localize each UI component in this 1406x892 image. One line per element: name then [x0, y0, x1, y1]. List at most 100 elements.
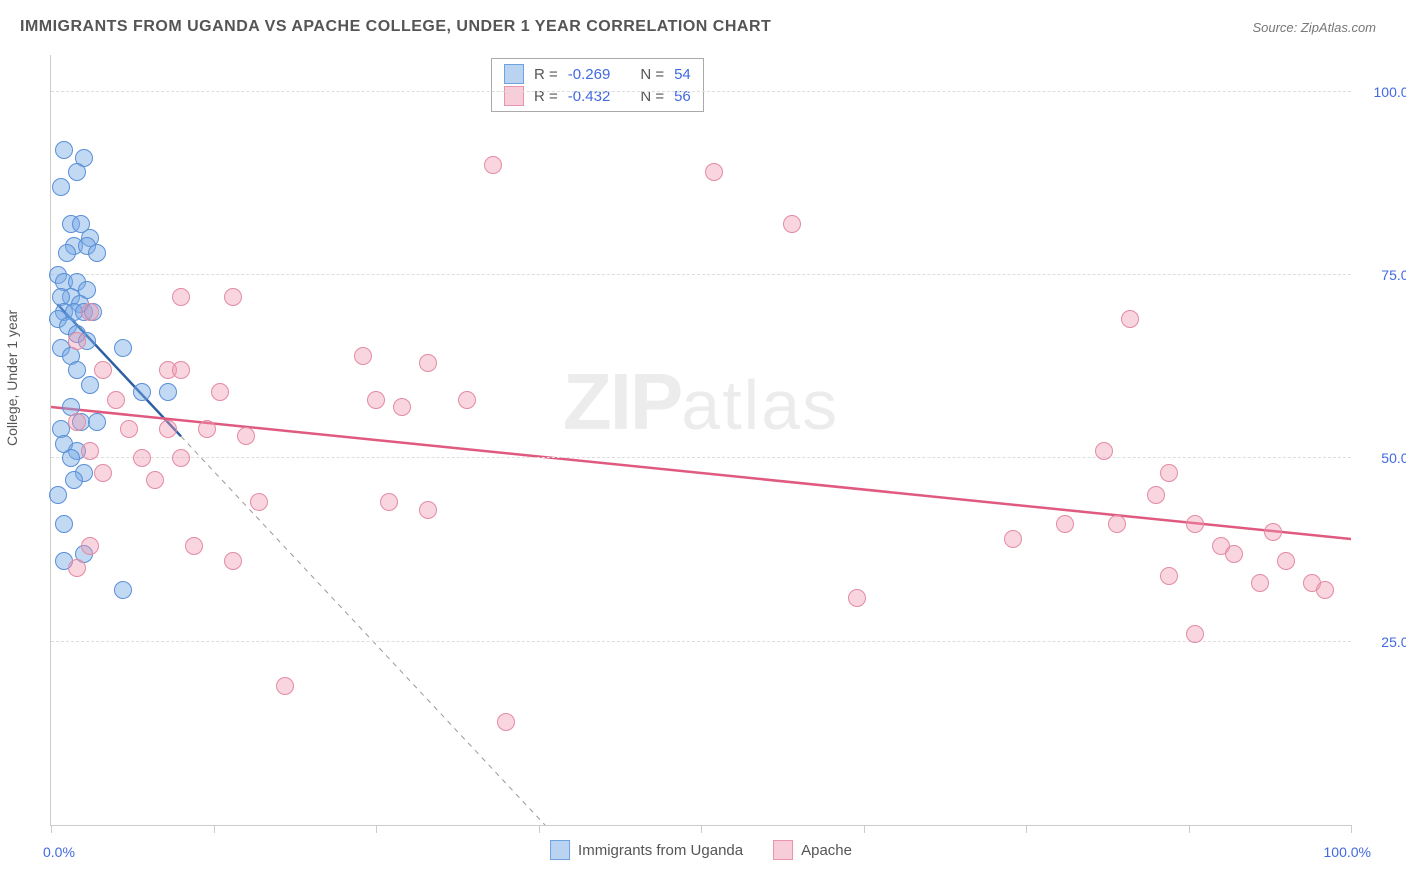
- scatter-point: [172, 361, 190, 379]
- x-tick: [864, 825, 865, 833]
- series-name: Apache: [801, 842, 852, 859]
- scatter-point: [705, 163, 723, 181]
- scatter-point: [237, 427, 255, 445]
- series-legend: Immigrants from Uganda Apache: [550, 840, 852, 860]
- gridline: [51, 274, 1351, 275]
- scatter-point: [783, 215, 801, 233]
- scatter-point: [1160, 464, 1178, 482]
- scatter-point: [393, 398, 411, 416]
- scatter-point: [88, 413, 106, 431]
- x-tick: [214, 825, 215, 833]
- scatter-point: [1095, 442, 1113, 460]
- scatter-point: [380, 493, 398, 511]
- scatter-point: [172, 288, 190, 306]
- scatter-point: [62, 449, 80, 467]
- scatter-point: [146, 471, 164, 489]
- scatter-point: [185, 537, 203, 555]
- scatter-point: [1186, 625, 1204, 643]
- scatter-point: [94, 361, 112, 379]
- scatter-point: [497, 713, 515, 731]
- scatter-point: [484, 156, 502, 174]
- scatter-point: [81, 442, 99, 460]
- scatter-point: [419, 354, 437, 372]
- x-axis-max-label: 100.0%: [1324, 844, 1371, 860]
- gridline: [51, 641, 1351, 642]
- scatter-point: [1264, 523, 1282, 541]
- scatter-point: [250, 493, 268, 511]
- scatter-point: [68, 163, 86, 181]
- scatter-point: [1108, 515, 1126, 533]
- legend-swatch-uganda: [550, 840, 570, 860]
- chart-plot-area: ZIPatlas R = -0.269 N = 54 R = -0.432 N …: [50, 55, 1351, 826]
- scatter-point: [55, 141, 73, 159]
- scatter-point: [354, 347, 372, 365]
- scatter-point: [172, 449, 190, 467]
- y-axis-label: College, Under 1 year: [4, 310, 20, 446]
- x-tick: [1026, 825, 1027, 833]
- gridline: [51, 457, 1351, 458]
- scatter-point: [211, 383, 229, 401]
- scatter-point: [1251, 574, 1269, 592]
- scatter-point: [1225, 545, 1243, 563]
- scatter-point: [159, 383, 177, 401]
- x-axis-min-label: 0.0%: [43, 844, 75, 860]
- scatter-point: [114, 339, 132, 357]
- scatter-point: [458, 391, 476, 409]
- x-tick: [539, 825, 540, 833]
- legend-swatch-apache: [773, 840, 793, 860]
- scatter-point: [159, 420, 177, 438]
- scatter-point: [68, 559, 86, 577]
- scatter-point: [120, 420, 138, 438]
- scatter-point: [55, 515, 73, 533]
- x-tick: [701, 825, 702, 833]
- series-name: Immigrants from Uganda: [578, 842, 743, 859]
- scatter-point: [1004, 530, 1022, 548]
- scatter-point: [1186, 515, 1204, 533]
- scatter-point: [1316, 581, 1334, 599]
- y-tick-label: 25.0%: [1361, 634, 1406, 650]
- scatter-point: [848, 589, 866, 607]
- scatter-point: [94, 464, 112, 482]
- legend-swatch-apache: [504, 86, 524, 106]
- scatter-point: [81, 537, 99, 555]
- scatter-point: [1121, 310, 1139, 328]
- scatter-point: [81, 303, 99, 321]
- scatter-point: [52, 178, 70, 196]
- x-tick: [1351, 825, 1352, 833]
- scatter-point: [68, 413, 86, 431]
- scatter-point: [88, 244, 106, 262]
- x-tick: [1189, 825, 1190, 833]
- scatter-point: [1147, 486, 1165, 504]
- scatter-point: [65, 471, 83, 489]
- x-tick: [376, 825, 377, 833]
- scatter-point: [419, 501, 437, 519]
- scatter-point: [1056, 515, 1074, 533]
- scatter-point: [58, 244, 76, 262]
- scatter-point: [1160, 567, 1178, 585]
- scatter-point: [68, 332, 86, 350]
- chart-title: IMMIGRANTS FROM UGANDA VS APACHE COLLEGE…: [20, 18, 771, 36]
- legend-swatch-uganda: [504, 64, 524, 84]
- scatter-point: [367, 391, 385, 409]
- series-legend-item: Apache: [773, 840, 852, 860]
- scatter-point: [49, 486, 67, 504]
- r-value: -0.269: [568, 66, 611, 83]
- gridline: [51, 91, 1351, 92]
- trend-line: [181, 436, 545, 825]
- scatter-point: [1277, 552, 1295, 570]
- scatter-point: [114, 581, 132, 599]
- watermark: ZIPatlas: [563, 356, 839, 448]
- scatter-point: [133, 383, 151, 401]
- r-label: R =: [534, 66, 558, 83]
- n-value: 54: [674, 66, 691, 83]
- scatter-point: [68, 361, 86, 379]
- scatter-point: [133, 449, 151, 467]
- watermark-atlas: atlas: [681, 366, 839, 444]
- watermark-zip: ZIP: [563, 357, 681, 446]
- scatter-point: [224, 288, 242, 306]
- source-label: Source: ZipAtlas.com: [1252, 20, 1376, 35]
- y-tick-label: 100.0%: [1361, 84, 1406, 100]
- correlation-legend-row: R = -0.432 N = 56: [504, 85, 691, 107]
- y-tick-label: 50.0%: [1361, 450, 1406, 466]
- n-label: N =: [640, 66, 664, 83]
